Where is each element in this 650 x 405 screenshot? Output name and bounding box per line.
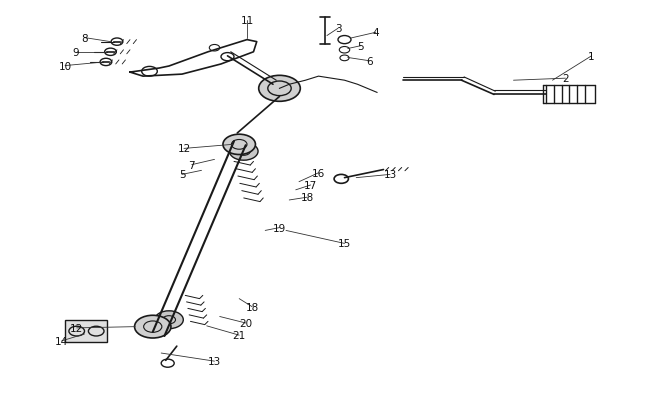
Circle shape	[229, 143, 258, 161]
Text: 20: 20	[239, 318, 252, 328]
Text: 16: 16	[312, 168, 325, 178]
Text: 5: 5	[358, 42, 364, 51]
FancyBboxPatch shape	[65, 320, 107, 342]
Text: 8: 8	[81, 34, 88, 43]
Text: 9: 9	[73, 48, 79, 58]
Text: 4: 4	[372, 28, 379, 38]
Text: 12: 12	[177, 144, 190, 154]
Text: 19: 19	[273, 223, 286, 233]
Circle shape	[223, 135, 255, 155]
Text: 18: 18	[246, 302, 259, 312]
Text: 7: 7	[188, 160, 195, 170]
Text: 12: 12	[70, 323, 83, 333]
Ellipse shape	[334, 175, 348, 184]
Text: 14: 14	[55, 336, 68, 346]
Ellipse shape	[161, 359, 174, 367]
Text: 15: 15	[338, 239, 351, 249]
Text: 10: 10	[58, 62, 72, 71]
Text: 13: 13	[384, 170, 396, 180]
Circle shape	[135, 315, 171, 338]
Text: 18: 18	[301, 193, 314, 202]
Text: 6: 6	[366, 57, 372, 66]
Ellipse shape	[105, 49, 116, 56]
Text: 5: 5	[179, 170, 185, 180]
Ellipse shape	[111, 39, 123, 46]
Text: 21: 21	[233, 330, 246, 340]
Text: 11: 11	[240, 16, 254, 26]
Circle shape	[155, 311, 183, 329]
Text: 2: 2	[562, 74, 569, 84]
Text: 17: 17	[304, 181, 317, 190]
Text: 13: 13	[208, 356, 221, 366]
Text: 1: 1	[588, 52, 595, 62]
Circle shape	[259, 76, 300, 102]
Text: 3: 3	[335, 24, 341, 34]
Ellipse shape	[100, 59, 112, 66]
